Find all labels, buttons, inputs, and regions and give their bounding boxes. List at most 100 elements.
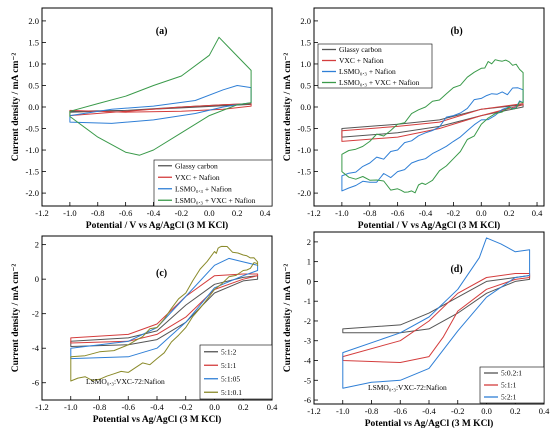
y-tick-label: 0.0	[300, 102, 311, 112]
x-tick-label: -0.4	[419, 208, 433, 218]
x-tick-label: 0.4	[260, 208, 271, 218]
legend-entry: Glassy carbon	[175, 161, 218, 170]
series-curve	[70, 257, 259, 360]
x-tick-label: -0.2	[175, 208, 188, 218]
y-tick-label: -5	[304, 375, 311, 385]
series-curve	[342, 273, 531, 363]
y-tick-label: -1.5	[26, 167, 39, 177]
y-tick-label: -0.5	[298, 124, 311, 134]
legend-entry: 5:1:2	[221, 347, 237, 356]
series-curve	[69, 36, 252, 156]
legend-box	[153, 159, 273, 207]
y-tick-label: 0.5	[28, 80, 39, 90]
y-tick-label: 0.5	[300, 80, 311, 90]
panel-d: -1.2 -1.0 -0.8 -0.6 -0.4 -0.2 0.0 0.2 0.4 -6 -5 -4 -…	[283, 231, 550, 429]
panel-label: (c)	[156, 268, 167, 279]
x-tick-label: 0.0	[481, 406, 492, 416]
x-tick-label: -0.8	[93, 402, 106, 412]
x-tick-label: -1.0	[335, 208, 348, 218]
series-curve	[70, 273, 259, 344]
y-tick-label: 0	[35, 274, 39, 284]
x-tick-label: -0.6	[394, 406, 407, 416]
legend-box	[317, 43, 433, 89]
legend-entry: LSMO₀.₃ + Nafion	[175, 184, 232, 193]
x-tick-label: -0.8	[365, 406, 378, 416]
x-tick-label: 0.0	[204, 208, 215, 218]
y-tick-label: -1.0	[26, 145, 39, 155]
x-tick-label: -1.2	[35, 208, 48, 218]
y-tick-label: -2.0	[298, 188, 311, 198]
x-tick-label: 0.4	[267, 402, 278, 412]
y-tick-label: 2.0	[28, 16, 39, 26]
y-tick-label: 1.0	[28, 59, 39, 69]
legend-entry: LSMO₀.₃ + Nafion	[339, 67, 396, 76]
legend: 5:0.2:1 5:1:1 5:2:1	[479, 366, 545, 404]
y-axis-label: Current density / mA cm⁻²	[11, 53, 21, 162]
series-curve	[341, 103, 524, 142]
legend-entry: 5:1:05	[221, 374, 240, 383]
x-axis-label: Potential / V vs Ag/AgCl (3 M KCl)	[86, 220, 228, 231]
series-curve	[342, 237, 531, 389]
panel-label: (a)	[156, 26, 168, 37]
panel-a: -1.2 -1.0 -0.8 -0.6 -0.4 -0.2 0.0 0.2 0.4 -2.0 -1.…	[11, 7, 273, 231]
x-tick-label: -0.2	[179, 402, 192, 412]
legend-entry: VXC + Nafion	[175, 173, 220, 182]
y-tick-label: 2	[307, 237, 311, 247]
series-curve	[341, 104, 524, 138]
y-tick-label: 2.0	[300, 16, 311, 26]
x-tick-label: -1.0	[64, 402, 77, 412]
composition-annotation: LSMO₀.₃:VXC-72:Nafion	[86, 377, 165, 386]
y-axis-label: Current density / mA cm⁻²	[283, 53, 293, 162]
legend-entry: VXC + Nafion	[339, 56, 384, 65]
y-tick-label: -2	[304, 316, 311, 326]
series-curve	[341, 59, 524, 194]
x-tick-label: 0.2	[504, 208, 515, 218]
y-tick-label: -1	[304, 296, 311, 306]
x-tick-label: -0.4	[147, 208, 161, 218]
legend-entry: 5:0.2:1	[501, 369, 522, 378]
x-tick-label: -0.6	[122, 402, 135, 412]
x-axis-label: Potential / V vs Ag/AgCl (3 M KCl)	[358, 220, 500, 231]
panel-label: (d)	[450, 264, 462, 275]
y-tick-label: 1.5	[300, 37, 311, 47]
x-axis-label: Potential vs Ag/AgCl (3 M KCl)	[93, 414, 222, 425]
x-tick-label: -0.2	[451, 406, 464, 416]
series-curve	[70, 245, 259, 382]
y-tick-label: 1.0	[300, 59, 311, 69]
y-tick-label: 1.5	[28, 37, 39, 47]
legend-entry: LSMO₀.₃ + VXC + Nafion	[339, 78, 420, 87]
x-tick-label: -0.6	[391, 208, 404, 218]
x-tick-label: 0.0	[476, 208, 487, 218]
legend-entry: 5:1:1	[501, 381, 517, 390]
legend: 5:1:2 5:1:1 5:1:05 5:1:0.1	[199, 344, 273, 400]
x-tick-label: -1.0	[63, 208, 76, 218]
x-tick-label: -0.8	[91, 208, 104, 218]
composition-annotation: LSMO₀.₃:VXC-72:Nafion	[368, 383, 447, 392]
y-tick-label: 0.0	[28, 102, 39, 112]
series-curve	[70, 275, 259, 347]
x-tick-label: -0.4	[422, 406, 436, 416]
panel-b: -1.2 -1.0 -0.8 -0.6 -0.4 -0.2 0.0 0.2 0.4 -2.0 -1.…	[283, 7, 545, 231]
x-tick-label: 0.4	[532, 208, 543, 218]
x-tick-label: -0.6	[119, 208, 132, 218]
x-tick-label: 0.2	[510, 406, 521, 416]
legend-box	[199, 344, 273, 400]
y-axis-label: Current density / mA cm⁻²	[11, 264, 21, 373]
panel-c: -1.2 -1.0 -0.8 -0.6 -0.4 -0.2 0.0 0.2 0.4 -6 -4 -2 0…	[11, 235, 278, 425]
y-tick-label: 2	[35, 240, 39, 250]
x-tick-label: -1.2	[307, 406, 320, 416]
legend-entry: 5:1:1	[221, 361, 237, 370]
y-tick-label: -3	[304, 336, 311, 346]
legend-entry: 5:1:0.1	[221, 388, 242, 397]
y-tick-label: -1.5	[298, 167, 311, 177]
legend: Glassy carbon VXC + Nafion LSMO₀.₃ + Nafio…	[153, 159, 273, 207]
y-tick-label: -2	[32, 309, 39, 319]
x-tick-label: 0.0	[209, 402, 220, 412]
x-tick-label: -1.0	[336, 406, 349, 416]
series-curve	[69, 103, 252, 117]
y-tick-label: -2.0	[26, 188, 39, 198]
legend-entry: Glassy carbon	[339, 45, 382, 54]
legend: Glassy carbon VXC + Nafion LSMO₀.₃ + Nafio…	[317, 43, 433, 89]
y-tick-label: -1.0	[298, 145, 311, 155]
x-axis-label: Potential vs Ag/AgCl (3 M KCl)	[365, 418, 494, 429]
